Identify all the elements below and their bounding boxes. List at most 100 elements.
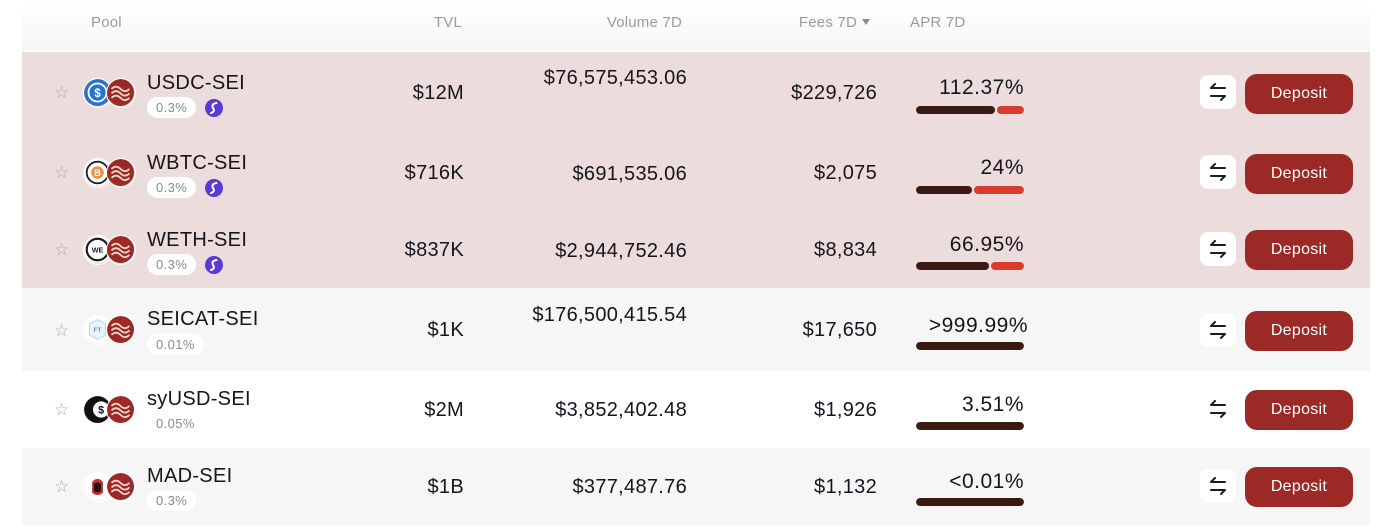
deposit-button[interactable]: Deposit [1245, 311, 1353, 351]
volume-value: $76,575,453.06 [543, 67, 687, 89]
swap-arrows-icon [1210, 240, 1226, 258]
apr-bar-incentive [974, 186, 1024, 194]
volume-value: $691,535.06 [572, 163, 687, 185]
apr-value: 66.95% [949, 233, 1024, 256]
apr-bar-base [916, 106, 995, 114]
sei-icon [106, 158, 136, 188]
pool-name[interactable]: WETH-SEI [147, 229, 248, 251]
seicat-icon: FT [83, 315, 113, 345]
apr-progress-bar [916, 106, 1024, 114]
swap-button[interactable] [1200, 469, 1236, 503]
sei-icon [106, 395, 136, 425]
deposit-button[interactable]: Deposit [1245, 230, 1353, 270]
pools-table: Pool TVL Volume 7D Fees 7D APR 7D ☆ $ US… [22, 0, 1370, 530]
tvl-value: $716K [404, 162, 464, 184]
fees-value: $1,132 [814, 476, 877, 498]
deposit-button[interactable]: Deposit [1245, 154, 1353, 194]
swap-arrows-icon [1210, 321, 1226, 339]
swap-button[interactable] [1200, 392, 1236, 426]
svg-text:B: B [94, 168, 101, 178]
star-outline-icon[interactable]: ☆ [54, 83, 70, 102]
apr-value: <0.01% [949, 470, 1024, 493]
tvl-value: $2M [424, 399, 464, 421]
star-outline-icon[interactable]: ☆ [54, 240, 70, 259]
star-outline-icon[interactable]: ☆ [54, 321, 70, 340]
svg-text:WE: WE [92, 246, 104, 255]
table-row[interactable]: ☆ $ USDC-SEI 0.3% $12M $76,575,453.06 $2… [22, 52, 1370, 132]
apr-progress-bar [916, 262, 1024, 270]
apr-value: >999.99% [928, 314, 1028, 337]
apr-bar-incentive [991, 262, 1024, 270]
caret-down-icon [862, 19, 870, 25]
table-row[interactable]: ☆ WE WETH-SEI 0.3% $837K $2,944,752.46 $… [22, 211, 1370, 288]
sei-evm-icon [205, 179, 223, 197]
svg-text:$: $ [98, 405, 104, 417]
svg-text:$: $ [94, 87, 101, 100]
swap-button[interactable] [1200, 155, 1236, 189]
swap-button[interactable] [1200, 232, 1236, 266]
apr-progress-bar [916, 342, 1024, 350]
table-header: Pool TVL Volume 7D Fees 7D APR 7D [22, 0, 1370, 51]
swap-button[interactable] [1200, 313, 1236, 347]
header-volume[interactable]: Volume 7D [606, 14, 682, 31]
mad-icon [83, 472, 113, 502]
swap-arrows-icon [1210, 400, 1226, 418]
tvl-value: $1K [427, 319, 464, 341]
pool-name[interactable]: syUSD-SEI [147, 388, 251, 410]
swap-arrows-icon [1210, 83, 1226, 101]
fees-value: $2,075 [814, 162, 877, 184]
fees-value: $17,650 [802, 319, 877, 341]
apr-progress-bar [916, 422, 1024, 430]
fee-tier-badge: 0.3% [147, 490, 197, 511]
apr-bar-base [916, 498, 1024, 506]
pool-name[interactable]: WBTC-SEI [147, 152, 248, 174]
fee-tier-badge: 0.3% [147, 97, 197, 118]
volume-value: $3,852,402.48 [555, 399, 687, 421]
svg-text:FT: FT [94, 327, 102, 334]
volume-value: $176,500,415.54 [532, 304, 687, 326]
star-outline-icon[interactable]: ☆ [54, 400, 70, 419]
header-fees-label: Fees 7D [798, 14, 857, 31]
swap-arrows-icon [1210, 477, 1226, 495]
fees-value: $229,726 [791, 82, 877, 104]
fees-value: $8,834 [814, 239, 877, 261]
sei-evm-icon [205, 99, 223, 117]
sei-evm-icon [205, 256, 223, 274]
apr-value: 24% [980, 156, 1024, 179]
sei-icon [106, 235, 136, 265]
header-tvl[interactable]: TVL [433, 14, 462, 31]
usdc-icon: $ [83, 78, 113, 108]
header-apr[interactable]: APR 7D [910, 14, 966, 31]
fee-tier-badge: 0.3% [147, 254, 197, 275]
table-row[interactable]: ☆ $ syUSD-SEI 0.05% $2M $3,852,402.48 $1… [22, 371, 1370, 448]
pool-name[interactable]: USDC-SEI [147, 72, 245, 94]
fee-tier-badge: 0.3% [147, 177, 197, 198]
pool-name[interactable]: SEICAT-SEI [147, 308, 259, 330]
deposit-button[interactable]: Deposit [1245, 74, 1353, 114]
table-row[interactable]: ☆ MAD-SEI 0.3% $1B $377,487.76 $1,132 <0… [22, 448, 1370, 525]
volume-value: $2,944,752.46 [555, 240, 687, 262]
apr-progress-bar [916, 498, 1024, 506]
sei-icon [106, 315, 136, 345]
volume-value: $377,487.76 [572, 476, 687, 498]
fee-tier-badge: 0.05% [147, 413, 204, 434]
apr-value: 112.37% [939, 76, 1024, 99]
tvl-value: $12M [412, 82, 464, 104]
tvl-value: $1B [427, 476, 464, 498]
table-row[interactable]: ☆ FT SEICAT-SEI 0.01% $1K $176,500,415.5… [22, 288, 1370, 371]
deposit-button[interactable]: Deposit [1245, 467, 1353, 507]
apr-bar-base [916, 422, 1024, 430]
header-pool[interactable]: Pool [91, 14, 122, 31]
apr-progress-bar [916, 186, 1024, 194]
star-outline-icon[interactable]: ☆ [54, 477, 70, 496]
table-row[interactable]: ☆ B WBTC-SEI 0.3% $716K $691,535.06 $2,0… [22, 132, 1370, 211]
deposit-button[interactable]: Deposit [1245, 390, 1353, 430]
header-fees[interactable]: Fees 7D [752, 14, 870, 31]
fee-tier-badge: 0.01% [147, 334, 204, 355]
sei-icon [106, 472, 136, 502]
pool-name[interactable]: MAD-SEI [147, 465, 233, 487]
swap-arrows-icon [1210, 163, 1226, 181]
apr-bar-base [916, 186, 972, 194]
star-outline-icon[interactable]: ☆ [54, 163, 70, 182]
swap-button[interactable] [1200, 75, 1236, 109]
